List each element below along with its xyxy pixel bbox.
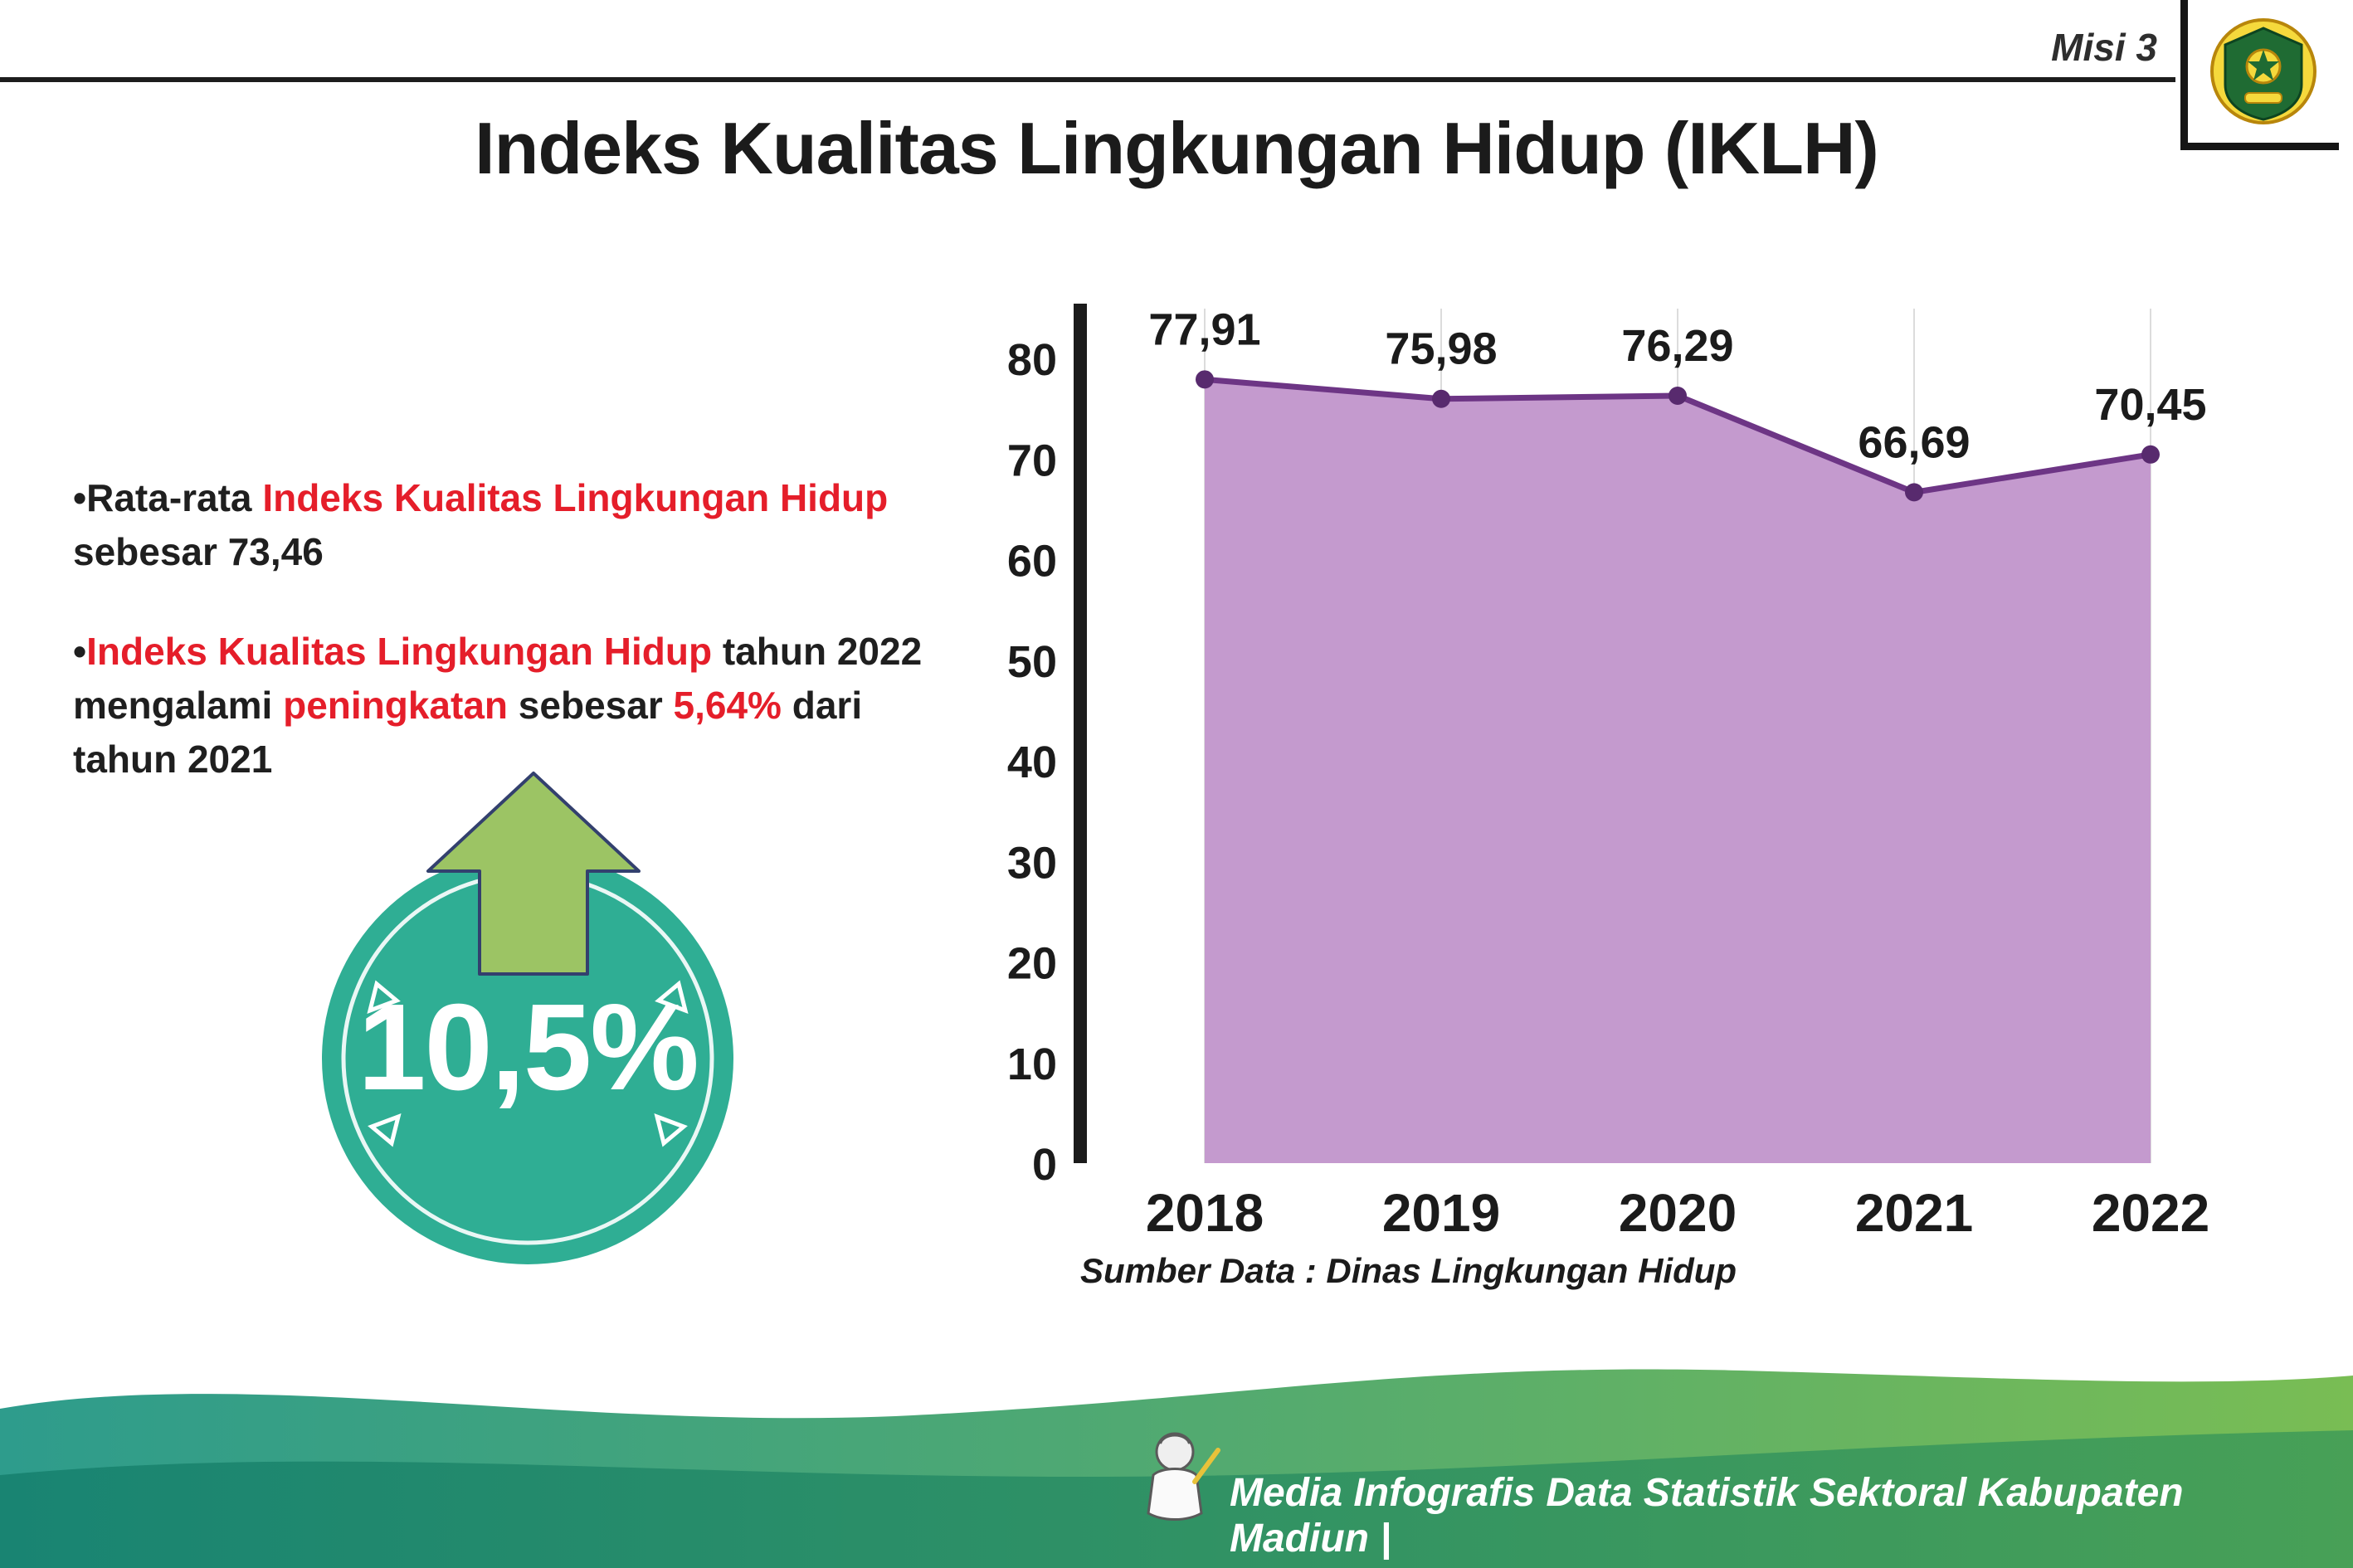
x-tick-label: 2022 [2092,1183,2209,1243]
bullet-item-1: •Rata-rata Indeks Kualitas Lingkungan Hi… [73,471,969,580]
bullet1-highlight: Indeks Kualitas Lingkungan Hidup [262,476,889,519]
y-tick-label: 30 [1007,838,1057,888]
data-point [1905,483,1923,502]
header-divider-line [0,77,2175,82]
y-tick-label: 20 [1007,939,1057,989]
y-tick-label: 0 [1032,1140,1057,1190]
chart-source-note: Sumber Data : Dinas Lingkungan Hidup [1080,1251,1737,1290]
bullet1-text-2: sebesar 73,46 [73,530,324,574]
iklh-area-chart: 0 10 20 30 40 50 60 70 80 77,91 75,98 76,29 66,69 70,… [1007,304,2209,1243]
data-label: 76,29 [1621,321,1733,371]
data-point [1669,386,1687,405]
y-tick-label: 40 [1007,738,1057,787]
data-point [1196,370,1214,389]
y-tick-label: 10 [1007,1040,1057,1089]
up-arrow-icon [426,772,641,976]
percentage-badge: 10,5% [322,853,733,1264]
bullet2-highlight-1: Indeks Kualitas Lingkungan Hidup [86,629,713,673]
bullet2-text-3: dari tahun 2021 [73,683,863,782]
x-tick-label: 2018 [1146,1183,1264,1243]
y-tick-label: 60 [1007,537,1057,587]
y-axis-line [1074,304,1087,1163]
misi-label: Misi 3 [2051,26,2157,69]
x-tick-label: 2020 [1619,1183,1737,1243]
data-point [2141,445,2160,464]
footer-caption: Media Infografis Data Statistik Sektoral… [1230,1471,2184,1561]
data-label: 75,98 [1385,324,1497,374]
bullet1-text: Rata-rata [86,476,263,519]
badge-percentage-value: 10,5% [358,979,699,1116]
mascot-icon [1147,1432,1220,1521]
bullet2-highlight-2: peningkatan [283,683,509,727]
bullet2-text-1: tahun 2022 mengalami [73,629,923,727]
y-tick-label: 70 [1007,436,1057,485]
logo-frame [2180,0,2339,150]
page-title: Indeks Kualitas Lingkungan Hidup (IKLH) [475,107,1879,189]
summary-bullets: •Rata-rata Indeks Kualitas Lingkungan Hi… [73,471,969,832]
footer-wave-banner [0,1369,2353,1568]
y-tick-label: 50 [1007,637,1057,687]
bullet-marker: • [73,476,87,519]
area-fill [1205,379,2151,1163]
x-tick-label: 2021 [1855,1183,1973,1243]
bullet2-text-2: sebesar [508,683,674,727]
bullet-marker: • [73,629,87,673]
data-label: 70,45 [2094,380,2206,430]
y-tick-label: 80 [1007,335,1057,385]
kabupaten-madiun-logo [2210,18,2316,124]
bullet-item-2: •Indeks Kualitas Lingkungan Hidup tahun … [73,625,969,787]
data-label: 66,69 [1858,417,1970,467]
data-point [1432,389,1450,408]
bullet2-highlight-3: 5,64% [673,683,782,727]
x-tick-label: 2019 [1382,1183,1500,1243]
data-label: 77,91 [1148,304,1260,354]
